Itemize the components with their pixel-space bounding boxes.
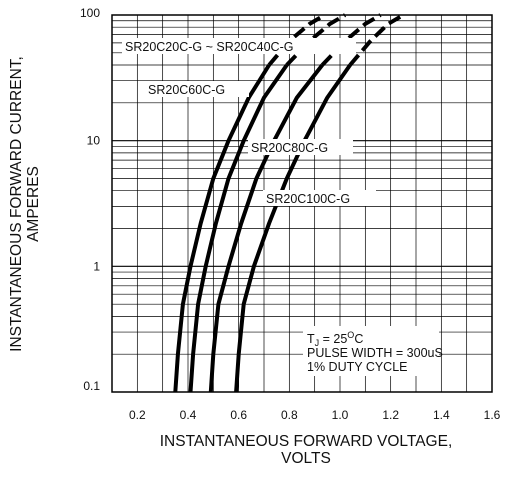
y-tick-label: 1 [93,259,100,273]
y-axis-title-line1: INSTANTANEOUS FORWARD CURRENT, [8,56,25,352]
curve-label-bg-4 [263,190,376,206]
x-tick-label: 0.4 [180,408,197,422]
x-axis-title-line2: VOLTS [281,450,331,467]
series-line-1-solid [173,63,271,393]
y-tick-label: 10 [87,134,101,148]
x-tick-label: 0.8 [281,408,298,422]
curve-label-sr20c80c: SR20C80C-G [251,141,328,155]
curve-label-bg-3 [248,139,353,155]
x-tick-label: 1.0 [332,408,349,422]
duty-cycle-note: 1% DUTY CYCLE [307,360,408,374]
curve-label-bg-2 [145,81,249,97]
plot-frame [111,14,493,393]
x-tick-label: 0.2 [129,408,146,422]
pulse-width-note: PULSE WIDTH = 300uS [307,346,443,360]
y-tick-label: 0.1 [83,379,100,393]
y-tick-label: 100 [80,6,100,20]
curve-label-sr20c100c: SR20C100C-G [266,192,350,206]
conditions-note-bg [303,326,439,376]
series-line-2-dashed [285,13,347,67]
series-line-4-dashed [348,13,405,67]
curve-label-sr20c20c-sr20c40c: SR20C20C-G ~ SR20C40C-G [125,40,293,54]
curves [173,13,405,393]
x-tick-label: 1.4 [433,408,450,422]
y-tick-labels: 0.1 1 10 100 [80,6,100,393]
series-line-4-solid [234,63,352,393]
series-line-3-solid [208,63,324,393]
x-tick-label: 1.6 [484,408,501,422]
series-line-3-dashed [320,13,382,67]
grid [112,15,492,392]
x-axis-title-line1: INSTANTANEOUS FORWARD VOLTAGE, [160,433,453,450]
junction-temperature-note: TJ = 25OC [307,330,363,348]
series-line-1-dashed [267,13,326,67]
x-tick-label: 1.2 [382,408,399,422]
x-tick-label: 0.6 [230,408,247,422]
y-axis-title-line2: AMPERES [25,166,42,242]
x-tick-labels: 0.2 0.4 0.6 0.8 1.0 1.2 1.4 1.6 [129,408,501,422]
curve-label-bg-1 [122,38,356,54]
curve-label-sr20c60c: SR20C60C-G [148,83,225,97]
series-line-2-solid [188,63,289,393]
